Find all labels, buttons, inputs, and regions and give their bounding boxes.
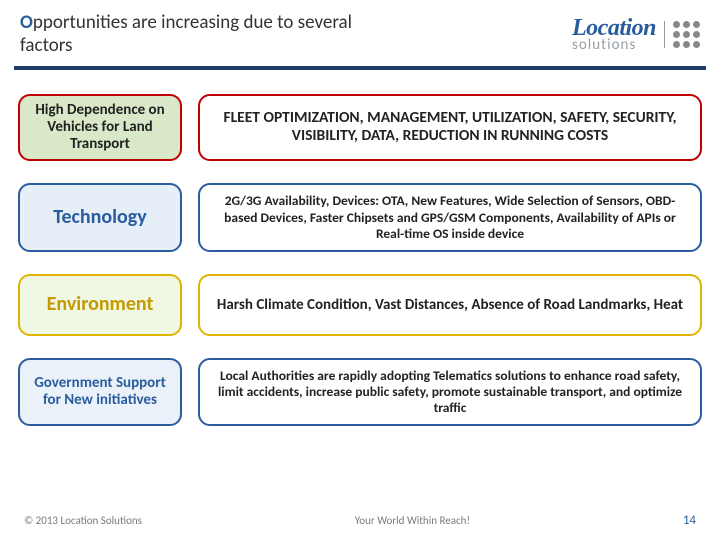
factor-label: High Dependence on Vehicles for Land Tra… [18,94,182,162]
footer-copyright: © 2013 Location Solutions [24,514,142,527]
slide-title: Opportunities are increasing due to seve… [20,12,380,58]
factor-row: Technology 2G/3G Availability, Devices: … [18,183,702,252]
factors-grid: High Dependence on Vehicles for Land Tra… [0,70,720,427]
brand-logo: Location solutions [572,17,700,52]
factor-body: Local Authorities are rapidly adopting T… [198,358,702,427]
footer-tagline: Your World Within Reach! [142,514,683,527]
factor-row: High Dependence on Vehicles for Land Tra… [18,94,702,162]
factor-body: FLEET OPTIMIZATION, MANAGEMENT, UTILIZAT… [198,94,702,162]
title-text: pportunities are increasing due to sever… [20,11,352,57]
slide-header: Opportunities are increasing due to seve… [0,0,720,66]
logo-text: Location solutions [572,17,656,52]
factor-label: Government Support for New initiatives [18,358,182,427]
factor-row: Government Support for New initiatives L… [18,358,702,427]
factor-body: Harsh Climate Condition, Vast Distances,… [198,274,702,336]
footer-page-number: 14 [683,513,696,528]
logo-dots-icon [664,21,700,48]
factor-row: Environment Harsh Climate Condition, Vas… [18,274,702,336]
factor-label: Environment [18,274,182,336]
factor-label: Technology [18,183,182,252]
factor-body: 2G/3G Availability, Devices: OTA, New Fe… [198,183,702,252]
title-accent-letter: O [20,11,33,34]
slide-footer: © 2013 Location Solutions Your World Wit… [0,513,720,528]
